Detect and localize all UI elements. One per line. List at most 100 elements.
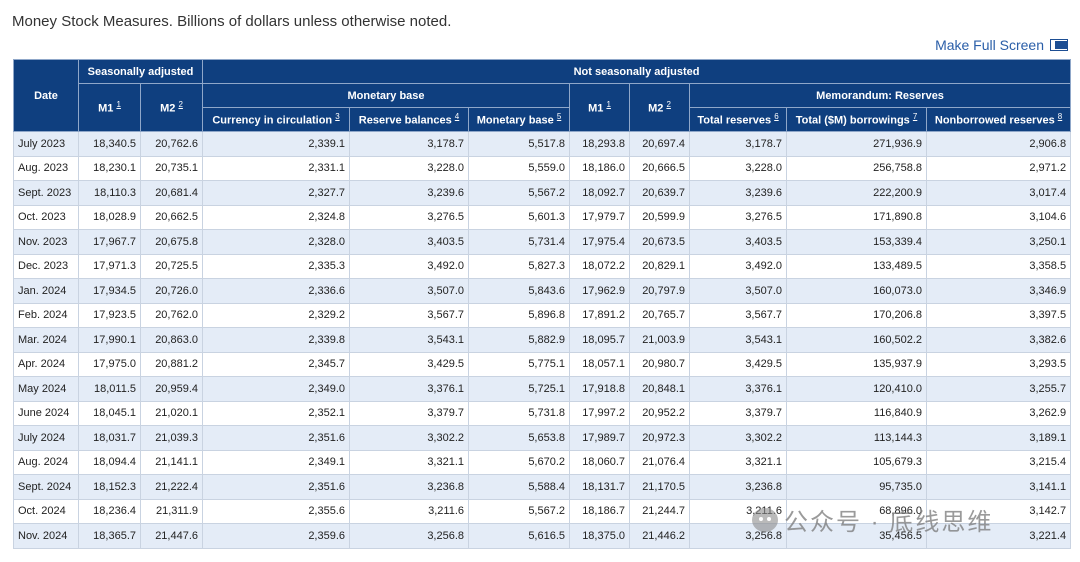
cell-nsa-m1: 18,375.0 <box>569 523 631 549</box>
cell-reserve-balances: 3,379.7 <box>349 400 470 426</box>
cell-date: Mar. 2024 <box>13 327 79 353</box>
table-row: Feb. 2024 17,923.5 20,762.0 2,329.2 3,567.7 5… <box>13 302 1072 328</box>
note-link[interactable]: 2 <box>178 100 183 110</box>
note-link[interactable]: 3 <box>335 112 340 122</box>
cell-nsa-m1: 17,997.2 <box>569 400 631 426</box>
cell-currency: 2,351.6 <box>202 425 351 451</box>
cell-borrowings: 160,073.0 <box>786 278 928 304</box>
cell-borrowings: 222,200.9 <box>786 180 928 206</box>
cell-m1: 18,094.4 <box>78 449 141 475</box>
cell-total-reserves: 3,302.2 <box>689 425 788 451</box>
cell-nsa-m1: 18,057.1 <box>569 351 631 377</box>
cell-date: Jan. 2024 <box>13 278 79 304</box>
note-link[interactable]: 5 <box>556 112 562 122</box>
cell-currency: 2,327.7 <box>202 180 351 206</box>
cell-reserve-balances: 3,543.1 <box>349 327 470 353</box>
cell-total-reserves: 3,239.6 <box>689 180 788 206</box>
cell-m1: 18,011.5 <box>78 376 141 402</box>
cell-total-reserves: 3,236.8 <box>689 474 788 500</box>
header-monetary-base: Monetary base 5 <box>468 107 571 132</box>
cell-nsa-m2: 20,765.7 <box>629 302 691 328</box>
cell-monetary-base: 5,731.4 <box>468 229 571 255</box>
header-reserve-balances: Reserve balances 4 <box>349 107 470 132</box>
note-link[interactable]: 1 <box>606 100 611 110</box>
fullscreen-icon <box>1050 38 1070 52</box>
cell-nsa-m2: 20,980.7 <box>629 351 691 377</box>
cell-borrowings: 120,410.0 <box>786 376 928 402</box>
cell-date: June 2024 <box>13 400 79 426</box>
cell-m1: 18,230.1 <box>78 155 141 181</box>
cell-reserve-balances: 3,276.5 <box>349 204 470 230</box>
cell-monetary-base: 5,601.3 <box>468 204 571 230</box>
cell-date: Nov. 2024 <box>13 523 79 549</box>
cell-monetary-base: 5,896.8 <box>468 302 571 328</box>
cell-nsa-m1: 18,131.7 <box>569 474 631 500</box>
header-not-seasonally-adjusted: Not seasonally adjusted <box>202 59 1072 84</box>
cell-nsa-m2: 20,848.1 <box>629 376 691 402</box>
cell-date: Apr. 2024 <box>13 351 79 377</box>
cell-nonborrowed-reserves: 3,250.1 <box>926 229 1072 255</box>
make-full-screen-link[interactable]: Make Full Screen <box>935 37 1070 53</box>
cell-reserve-balances: 3,211.6 <box>349 498 470 524</box>
cell-reserve-balances: 3,403.5 <box>349 229 470 255</box>
note-link[interactable]: 4 <box>454 112 460 122</box>
cell-nonborrowed-reserves: 3,358.5 <box>926 253 1072 279</box>
cell-nonborrowed-reserves: 3,262.9 <box>926 400 1072 426</box>
cell-currency: 2,328.0 <box>202 229 351 255</box>
cell-nsa-m1: 18,092.7 <box>569 180 631 206</box>
cell-m2: 21,222.4 <box>139 474 204 500</box>
cell-monetary-base: 5,559.0 <box>468 155 571 181</box>
cell-monetary-base: 5,567.2 <box>468 498 571 524</box>
header-currency: Currency in circulation 3 <box>202 107 351 132</box>
cell-m2: 21,447.6 <box>139 523 204 549</box>
note-link[interactable]: 2 <box>666 100 671 110</box>
cell-monetary-base: 5,567.2 <box>468 180 571 206</box>
cell-total-reserves: 3,543.1 <box>689 327 788 353</box>
cell-total-reserves: 3,276.5 <box>689 204 788 230</box>
note-link[interactable]: 6 <box>774 112 779 122</box>
note-link[interactable]: 1 <box>116 100 121 110</box>
cell-monetary-base: 5,616.5 <box>468 523 571 549</box>
cell-total-reserves: 3,379.7 <box>689 400 788 426</box>
cell-currency: 2,351.6 <box>202 474 351 500</box>
cell-reserve-balances: 3,178.7 <box>349 131 470 157</box>
note-link[interactable]: 7 <box>912 112 918 122</box>
cell-date: Dec. 2023 <box>13 253 79 279</box>
money-stock-table: Date Seasonally adjusted Not seasonally … <box>13 59 1072 549</box>
table-row: Aug. 2023 18,230.1 20,735.1 2,331.1 3,228.0 5… <box>13 155 1072 181</box>
cell-nsa-m2: 21,076.4 <box>629 449 691 475</box>
cell-reserve-balances: 3,507.0 <box>349 278 470 304</box>
table-row: Jan. 2024 17,934.5 20,726.0 2,336.6 3,507.0 5… <box>13 278 1072 304</box>
cell-borrowings: 271,936.9 <box>786 131 928 157</box>
cell-nonborrowed-reserves: 3,017.4 <box>926 180 1072 206</box>
cell-monetary-base: 5,882.9 <box>468 327 571 353</box>
cell-nsa-m2: 21,446.2 <box>629 523 691 549</box>
cell-nonborrowed-reserves: 3,397.5 <box>926 302 1072 328</box>
cell-nsa-m1: 17,891.2 <box>569 302 631 328</box>
cell-nsa-m1: 17,989.7 <box>569 425 631 451</box>
cell-date: Sept. 2023 <box>13 180 79 206</box>
cell-borrowings: 35,456.5 <box>786 523 928 549</box>
cell-currency: 2,339.8 <box>202 327 351 353</box>
cell-total-reserves: 3,178.7 <box>689 131 788 157</box>
cell-date: Oct. 2024 <box>13 498 79 524</box>
cell-m2: 20,726.0 <box>139 278 204 304</box>
cell-nsa-m2: 20,639.7 <box>629 180 691 206</box>
cell-nonborrowed-reserves: 3,293.5 <box>926 351 1072 377</box>
cell-currency: 2,331.1 <box>202 155 351 181</box>
cell-reserve-balances: 3,302.2 <box>349 425 470 451</box>
header-total-reserves: Total reserves 6 <box>689 107 788 132</box>
cell-nonborrowed-reserves: 3,221.4 <box>926 523 1072 549</box>
cell-borrowings: 171,890.8 <box>786 204 928 230</box>
cell-m2: 20,863.0 <box>139 327 204 353</box>
cell-nonborrowed-reserves: 3,382.6 <box>926 327 1072 353</box>
cell-currency: 2,329.2 <box>202 302 351 328</box>
cell-currency: 2,349.0 <box>202 376 351 402</box>
cell-m1: 17,971.3 <box>78 253 141 279</box>
cell-m2: 20,762.0 <box>139 302 204 328</box>
note-link[interactable]: 8 <box>1057 112 1063 122</box>
table-row: Oct. 2023 18,028.9 20,662.5 2,324.8 3,276.5 5… <box>13 204 1072 230</box>
cell-reserve-balances: 3,256.8 <box>349 523 470 549</box>
cell-m1: 17,975.0 <box>78 351 141 377</box>
cell-nsa-m2: 20,952.2 <box>629 400 691 426</box>
